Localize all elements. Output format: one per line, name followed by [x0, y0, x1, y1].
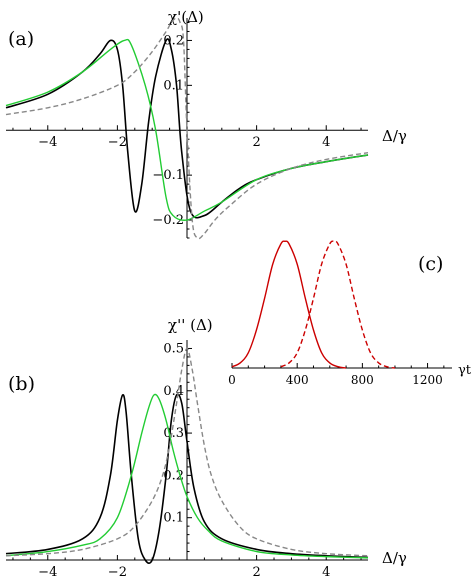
panel-a-series	[5, 17, 369, 240]
series-line-2	[5, 38, 369, 221]
panel-b-axes: −4 −2 2 40.10.20.30.40.5	[6, 340, 368, 580]
panel-c-series	[231, 240, 396, 369]
y-tick-label: −0.1	[152, 168, 184, 183]
panel-b-ylabel: χ'' (Δ)	[168, 316, 213, 334]
x-tick-label: 2	[252, 135, 260, 150]
x-tick-label: −2	[108, 135, 127, 150]
panel-b-label: (b)	[8, 373, 35, 395]
x-tick-label: 400	[286, 373, 309, 387]
series-line-1	[231, 240, 347, 369]
series-line-2	[5, 393, 369, 559]
series-line-1	[5, 38, 369, 219]
y-tick-label: 0.1	[163, 78, 184, 93]
panel-b-series	[5, 347, 369, 564]
panel-a-xlabel: Δ/γ	[382, 127, 407, 145]
series-line-2	[280, 240, 396, 369]
panel-a-axes: −4 −2 2 4 −0.2 −0.1 0.1 0.2	[6, 18, 368, 239]
x-tick-label: −4	[38, 135, 57, 150]
x-tick-label: 0	[228, 373, 236, 387]
y-tick-label: 0.4	[163, 384, 184, 399]
series-line-3	[5, 347, 369, 557]
x-tick-label: −2	[108, 565, 127, 580]
series-line-3	[5, 17, 369, 240]
series-line-1	[5, 393, 369, 564]
panel-b-xlabel: Δ/γ	[382, 549, 407, 567]
x-tick-label: 1200	[412, 373, 443, 387]
panel-c-chart: (c) γt 0 400 800 1200	[228, 240, 472, 387]
y-tick-label: −0.2	[152, 213, 184, 228]
y-tick-label: 0.1	[163, 511, 184, 526]
x-tick-label: 4	[322, 565, 330, 580]
y-tick-label: 0.2	[163, 33, 184, 48]
panel-b-chart: (b) χ'' (Δ) Δ/γ −4 −2 2 40.10.20.30.40.5	[5, 316, 407, 580]
panel-a-label: (a)	[8, 28, 34, 50]
x-tick-label: 2	[252, 565, 260, 580]
y-tick-label: 0.3	[163, 426, 184, 441]
panel-a-chart: (a) χ'(Δ) Δ/γ −4 −2 2 4 −0.2 −0.1 0.1 0.2	[5, 8, 407, 240]
panel-a-ylabel: χ'(Δ)	[168, 8, 204, 26]
x-tick-label: 4	[322, 135, 330, 150]
panel-c-xlabel: γt	[458, 363, 472, 378]
x-tick-label: 800	[351, 373, 374, 387]
x-tick-label: −4	[38, 565, 57, 580]
y-tick-label: 0.5	[163, 341, 184, 356]
panel-c-label: (c)	[418, 253, 443, 275]
